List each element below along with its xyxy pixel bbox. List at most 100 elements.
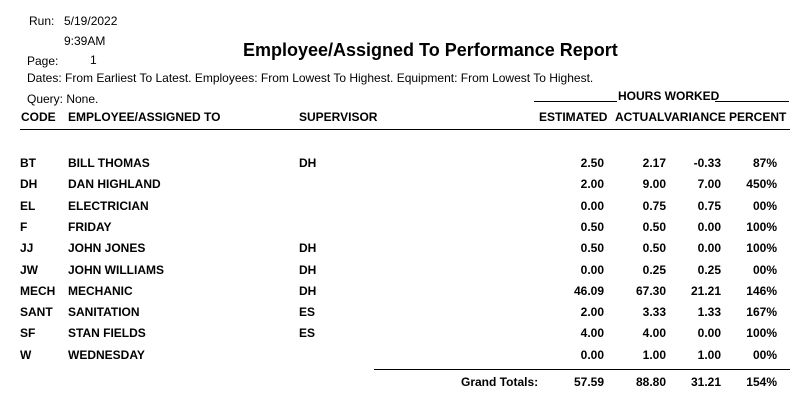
row-percent: 00%	[752, 348, 777, 362]
row-variance: 0.00	[697, 326, 721, 340]
table-row: SF STAN FIELDS ES 4.00 4.00 0.00 100%	[0, 326, 810, 346]
page-number: 1	[90, 53, 97, 67]
page-label: Page:	[27, 54, 59, 68]
query-line: Query: None.	[27, 92, 99, 106]
row-estimated: 2.00	[580, 177, 604, 191]
row-code: MECH	[20, 284, 56, 298]
total-percent: 154%	[746, 375, 777, 389]
row-code: JJ	[20, 241, 34, 255]
column-header-variance: VARIANCE	[664, 110, 726, 124]
row-variance: 7.00	[697, 177, 721, 191]
row-variance: 0.25	[697, 263, 721, 277]
hours-worked-label: HOURS WORKED	[618, 89, 720, 103]
row-variance: 1.33	[697, 305, 721, 319]
row-estimated: 46.09	[573, 284, 604, 298]
row-employee: STAN FIELDS	[68, 326, 146, 340]
row-code: EL	[20, 199, 36, 213]
row-employee: FRIDAY	[68, 220, 112, 234]
run-time: 9:39AM	[64, 34, 106, 48]
column-header-supervisor: SUPERVISOR	[299, 110, 378, 124]
row-estimated: 0.00	[580, 348, 604, 362]
row-code: F	[20, 220, 28, 234]
row-supervisor: DH	[299, 241, 317, 255]
run-date: 5/19/2022	[64, 14, 118, 28]
row-supervisor: DH	[299, 284, 317, 298]
row-percent: 87%	[752, 156, 777, 170]
row-supervisor: ES	[299, 305, 316, 319]
table-row: DH DAN HIGHLAND 2.00 9.00 7.00 450%	[0, 177, 810, 197]
table-row: W WEDNESDAY 0.00 1.00 1.00 00%	[0, 348, 810, 368]
row-estimated: 2.00	[580, 305, 604, 319]
table-row: MECH MECHANIC DH 46.09 67.30 21.21 146%	[0, 284, 810, 304]
row-percent: 146%	[746, 284, 777, 298]
column-header-percent: PERCENT	[729, 110, 787, 124]
row-actual: 2.17	[642, 156, 666, 170]
row-code: SANT	[20, 305, 53, 319]
row-estimated: 0.50	[580, 220, 604, 234]
row-supervisor: ES	[299, 326, 316, 340]
row-percent: 100%	[746, 220, 777, 234]
row-actual: 0.75	[642, 199, 666, 213]
row-percent: 00%	[752, 199, 777, 213]
row-estimated: 0.00	[580, 263, 604, 277]
row-supervisor: DH	[299, 263, 317, 277]
row-employee: MECHANIC	[68, 284, 133, 298]
row-percent: 00%	[752, 263, 777, 277]
table-row: SANT SANITATION ES 2.00 3.33 1.33 167%	[0, 305, 810, 325]
row-actual: 67.30	[635, 284, 666, 298]
row-actual: 3.33	[642, 305, 666, 319]
row-code: JW	[20, 263, 38, 277]
row-actual: 9.00	[642, 177, 666, 191]
row-variance: 0.00	[697, 241, 721, 255]
row-code: W	[20, 348, 32, 362]
row-percent: 100%	[746, 241, 777, 255]
row-employee: SANITATION	[68, 305, 140, 319]
run-label: Run:	[29, 14, 55, 28]
row-employee: ELECTRICIAN	[68, 199, 149, 213]
row-code: SF	[20, 326, 36, 340]
row-code: BT	[20, 156, 36, 170]
row-employee: WEDNESDAY	[68, 348, 145, 362]
row-variance: 1.00	[697, 348, 721, 362]
grand-totals-label: Grand Totals:	[461, 375, 539, 389]
total-actual: 88.80	[635, 375, 666, 389]
row-actual: 0.50	[642, 220, 666, 234]
row-employee: JOHN WILLIAMS	[68, 263, 164, 277]
column-header-estimated: ESTIMATED	[539, 110, 608, 124]
row-employee: JOHN JONES	[68, 241, 146, 255]
column-header-employee: EMPLOYEE/ASSIGNED TO	[68, 110, 221, 124]
row-variance: 0.75	[697, 199, 721, 213]
row-actual: 1.00	[642, 348, 666, 362]
hours-worked-rule-right	[715, 101, 789, 102]
table-row: F FRIDAY 0.50 0.50 0.00 100%	[0, 220, 810, 240]
row-employee: DAN HIGHLAND	[68, 177, 161, 191]
hours-worked-rule-left	[534, 101, 617, 102]
table-row: JW JOHN WILLIAMS DH 0.00 0.25 0.25 00%	[0, 263, 810, 283]
row-variance: 21.21	[690, 284, 721, 298]
row-percent: 167%	[746, 305, 777, 319]
row-percent: 450%	[746, 177, 777, 191]
header-divider	[20, 129, 790, 130]
row-estimated: 0.50	[580, 241, 604, 255]
row-estimated: 2.50	[580, 156, 604, 170]
row-variance: -0.33	[693, 156, 721, 170]
table-row: JJ JOHN JONES DH 0.50 0.50 0.00 100%	[0, 241, 810, 261]
dates-filter-line: Dates: From Earliest To Latest. Employee…	[27, 71, 594, 85]
row-variance: 0.00	[697, 220, 721, 234]
row-actual: 0.25	[642, 263, 666, 277]
total-variance: 31.21	[690, 375, 721, 389]
total-estimated: 57.59	[573, 375, 604, 389]
row-actual: 4.00	[642, 326, 666, 340]
row-code: DH	[20, 177, 38, 191]
row-supervisor: DH	[299, 156, 317, 170]
row-actual: 0.50	[642, 241, 666, 255]
table-row: EL ELECTRICIAN 0.00 0.75 0.75 00%	[0, 199, 810, 219]
grand-totals-row: Grand Totals: 57.59 88.80 31.21 154%	[0, 375, 810, 395]
report-title: Employee/Assigned To Performance Report	[243, 40, 618, 60]
row-estimated: 4.00	[580, 326, 604, 340]
table-row: BT BILL THOMAS DH 2.50 2.17 -0.33 87%	[0, 156, 810, 176]
column-header-code: CODE	[21, 110, 56, 124]
row-estimated: 0.00	[580, 199, 604, 213]
row-percent: 100%	[746, 326, 777, 340]
totals-divider	[374, 369, 790, 370]
